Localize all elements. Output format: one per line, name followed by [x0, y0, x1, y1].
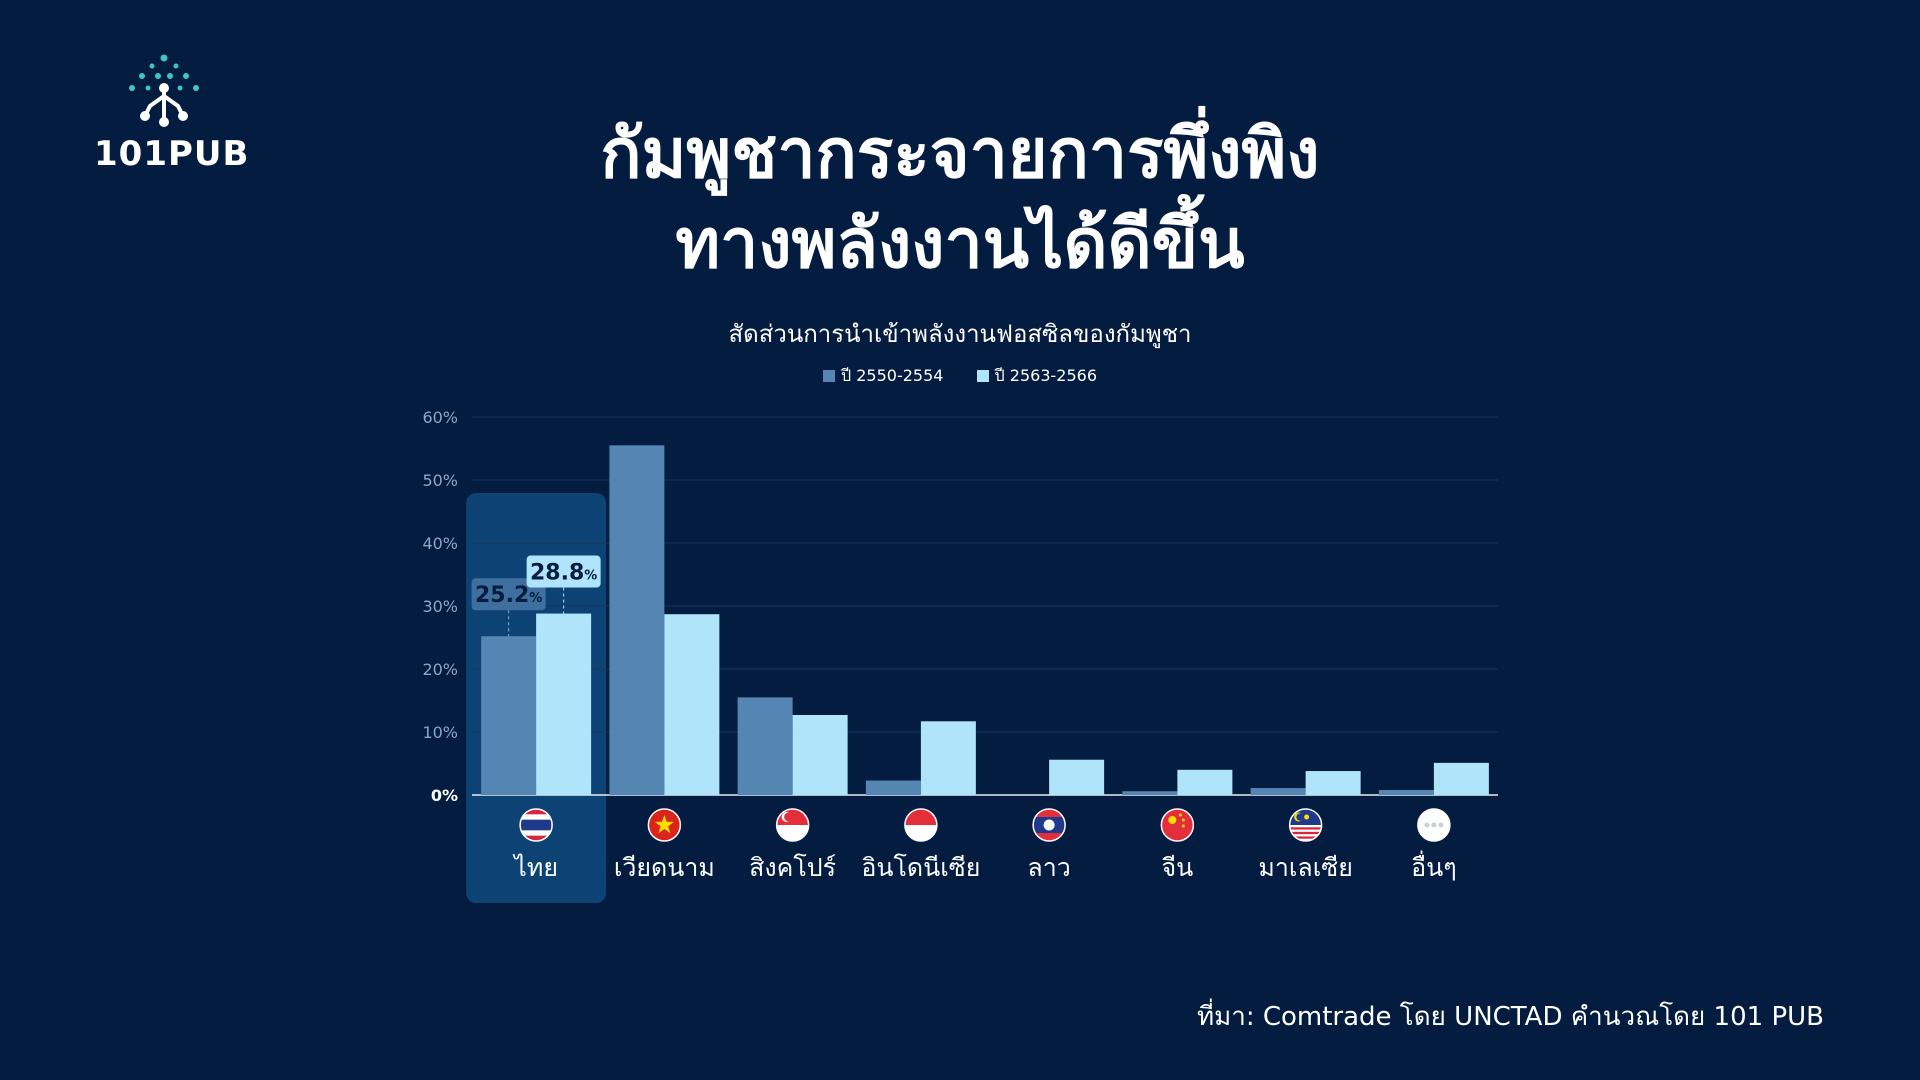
data-label-1: 25.2%: [471, 578, 546, 637]
data-label-box: [526, 555, 601, 588]
logo-text: 101PUB: [94, 134, 250, 174]
flag-part: [1043, 819, 1055, 831]
x-category-label: อินโดนีเซีย: [861, 853, 980, 882]
flag-border: [1288, 808, 1323, 842]
data-label-unit: %: [584, 569, 597, 584]
flag-part: [1296, 813, 1304, 821]
flag-border: [1417, 808, 1451, 842]
y-tick-label: 40%: [422, 534, 458, 553]
legend-label-series-1: ปี 2550-2554: [841, 366, 944, 385]
thailand-flag-icon: [520, 809, 553, 841]
bar-series-2: [536, 613, 592, 795]
flag-border: [647, 808, 682, 842]
legend-item-series-2: ปี 2563-2566: [976, 364, 1097, 389]
legend-label-series-2: ปี 2563-2566: [994, 366, 1097, 385]
flag-part: [1431, 822, 1437, 828]
flag-part: [1304, 814, 1310, 820]
flag-part: [520, 819, 553, 831]
flag-part: [1289, 831, 1322, 835]
legend-swatch-series-2: [976, 370, 989, 382]
title-line-2: ทางพลังงานได้ดีขึ้น: [675, 205, 1245, 284]
title-line-1: กัมพูชากระจายการพึ่งพิง: [600, 115, 1320, 194]
bar-series-2: [1433, 762, 1489, 795]
y-tick-label: 20%: [422, 660, 458, 679]
vietnam-flag-icon: [648, 809, 681, 841]
bar-series-2: [1049, 759, 1105, 795]
indonesia-flag-icon: [904, 809, 937, 841]
data-label-2: 28.8%: [526, 555, 601, 614]
flag-part: [784, 812, 794, 822]
source-note: ที่มา: Comtrade โดย UNCTAD คำนวณโดย 101 …: [1196, 1002, 1824, 1032]
bar-series-1: [609, 445, 665, 795]
bar-series-1: [737, 697, 793, 795]
x-category-label: เวียดนาม: [614, 853, 715, 882]
flag-part: [654, 815, 674, 834]
x-category-label: ลาว: [1027, 853, 1070, 882]
x-category-label: ไทย: [512, 853, 558, 882]
singapore-flag-icon: [776, 809, 809, 841]
flag-part: [1181, 824, 1185, 828]
flag-border: [775, 808, 810, 842]
y-tick-label: 50%: [422, 471, 458, 490]
x-category-label: มาเลเซีย: [1258, 853, 1353, 882]
flag-part: [1161, 809, 1194, 841]
flag-part: [1168, 816, 1177, 824]
y-tick-label: 30%: [422, 597, 458, 616]
data-label-number: 28.8: [530, 561, 584, 586]
flag-border: [1160, 808, 1195, 842]
x-category-label: อื่นๆ: [1411, 850, 1457, 882]
flag-part: [1424, 822, 1430, 828]
x-category-label: จีน: [1162, 853, 1194, 882]
bar-series-1: [1122, 791, 1178, 795]
laos-flag-icon: [1033, 809, 1066, 841]
chart-legend: ปี 2550-2554 ปี 2563-2566: [0, 364, 1920, 389]
data-label-text: 28.8%: [530, 561, 597, 586]
flag-part: [1438, 822, 1444, 828]
flag-part: [904, 809, 937, 825]
bar-series-1: [481, 636, 537, 795]
flag-border: [904, 808, 938, 842]
bar-series-2: [1177, 769, 1233, 795]
malaysia-flag-icon: [1289, 809, 1322, 841]
flag-part: [1289, 836, 1322, 839]
y-tick-label: 0%: [431, 786, 458, 805]
chart-title: สัดส่วนการนำเข้าพลังงานฟอสซิลของกัมพูชา: [728, 320, 1192, 348]
bar-series-2: [920, 721, 976, 795]
flag-border: [519, 808, 553, 842]
flag-part: [1178, 813, 1182, 817]
others-icon: [1417, 809, 1450, 841]
y-tick-label: 60%: [422, 408, 458, 427]
bar-series-2: [1305, 771, 1361, 795]
data-label-text: 25.2%: [475, 583, 542, 608]
logo-mark-icon: [129, 54, 199, 127]
legend-swatch-series-1: [823, 370, 835, 382]
bar-series-1: [1378, 789, 1434, 795]
china-flag-icon: [1161, 809, 1194, 841]
flag-border: [1032, 808, 1066, 842]
y-tick-label: 10%: [422, 723, 458, 742]
logo: 101PUB: [88, 48, 248, 178]
flag-part: [1289, 827, 1322, 830]
data-label-unit: %: [529, 591, 542, 606]
bar-series-1: [1250, 788, 1306, 795]
bar-series-2: [792, 714, 848, 795]
x-category-label: สิงคโปร์: [749, 853, 836, 882]
page-title: กัมพูชากระจายการพึ่งพิง ทางพลังงานได้ดีข…: [0, 110, 1920, 290]
data-label-number: 25.2: [475, 583, 529, 608]
data-label-box: [471, 578, 546, 611]
legend-item-series-1: ปี 2550-2554: [823, 364, 943, 389]
flag-part: [1181, 818, 1185, 822]
bar-series-1: [865, 780, 921, 795]
bar-series-2: [664, 614, 720, 795]
